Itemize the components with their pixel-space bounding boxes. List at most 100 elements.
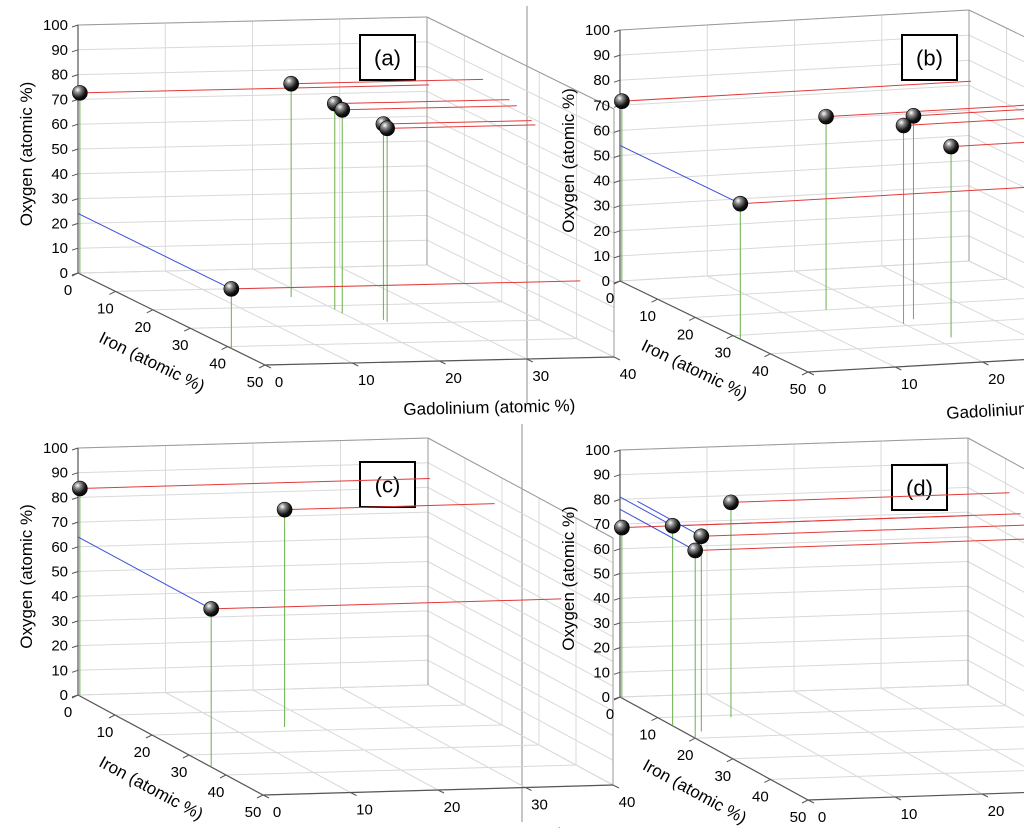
z-tick-label: 20 bbox=[51, 638, 68, 655]
grid-line bbox=[695, 726, 1024, 739]
data-point bbox=[693, 528, 710, 545]
x-tick bbox=[764, 778, 771, 783]
frame-edge bbox=[619, 437, 969, 451]
z-tick-label: 70 bbox=[593, 516, 610, 533]
z-tick-label: 40 bbox=[51, 588, 68, 605]
y-tick-label: 10 bbox=[901, 376, 918, 393]
y-tick bbox=[525, 787, 532, 791]
grid-line bbox=[695, 298, 1024, 318]
z-tick-label: 50 bbox=[593, 148, 610, 165]
z-tick bbox=[71, 595, 79, 599]
x-tick-label: 20 bbox=[677, 747, 694, 764]
grid-line bbox=[770, 770, 1024, 780]
y-tick bbox=[982, 361, 989, 366]
z-tick-label: 20 bbox=[593, 640, 610, 657]
z-tick-label: 80 bbox=[593, 491, 610, 508]
z-tick bbox=[613, 129, 621, 133]
grid-line bbox=[77, 635, 429, 647]
y-tick bbox=[894, 796, 902, 801]
z-tick bbox=[613, 498, 621, 502]
z-tick bbox=[613, 29, 621, 33]
grid-line bbox=[426, 66, 615, 160]
projection-line-back bbox=[77, 536, 212, 610]
x-tick-label: 40 bbox=[752, 363, 769, 380]
data-point bbox=[818, 108, 834, 125]
y-tick-label: 10 bbox=[356, 802, 373, 819]
x-tick-label: 30 bbox=[714, 768, 731, 785]
projection-line-side bbox=[342, 105, 517, 111]
panel-d: 0102030405060708090100010203040500102030… bbox=[559, 437, 1024, 828]
grid-line bbox=[967, 659, 1024, 692]
grid-line bbox=[619, 185, 970, 207]
projection-line-back bbox=[619, 145, 741, 205]
panel-tag-box bbox=[359, 34, 416, 81]
projection-line-side bbox=[387, 124, 536, 129]
z-tick bbox=[71, 123, 79, 127]
z-tick bbox=[613, 180, 621, 184]
z-tick-label: 90 bbox=[51, 42, 68, 59]
grid-line bbox=[968, 210, 1024, 238]
y-tick-label: 0 bbox=[818, 809, 826, 826]
data-point bbox=[223, 281, 240, 297]
grid-line bbox=[165, 270, 353, 364]
z-tick-label: 50 bbox=[51, 141, 68, 158]
grid-line bbox=[968, 235, 1024, 264]
frame-edge bbox=[426, 16, 615, 110]
y-tick bbox=[437, 789, 445, 794]
y-tick bbox=[352, 362, 359, 367]
y-axis-label: Gadolinium (atomic %) bbox=[403, 396, 575, 419]
x-tick bbox=[108, 714, 116, 719]
z-axis-label: Oxygen (atomic %) bbox=[559, 88, 578, 233]
x-tick-label: 20 bbox=[134, 744, 151, 761]
y-tick bbox=[807, 371, 815, 376]
y-tick bbox=[264, 364, 272, 369]
z-tick-label: 100 bbox=[43, 17, 68, 34]
z-tick bbox=[71, 247, 79, 251]
y-tick bbox=[350, 792, 357, 796]
grid-line bbox=[619, 235, 970, 257]
panel-tag-box bbox=[901, 34, 958, 81]
projection-line-side bbox=[284, 503, 495, 511]
z-tick-label: 10 bbox=[593, 248, 610, 265]
x-tick-label: 0 bbox=[64, 704, 72, 721]
grid-line bbox=[77, 239, 428, 249]
panel-tag: (a) bbox=[374, 46, 401, 71]
y-tick-label: 10 bbox=[901, 806, 918, 823]
grid-line bbox=[770, 338, 1024, 355]
z-tick-label: 90 bbox=[51, 465, 68, 482]
x-tick-label: 50 bbox=[247, 374, 264, 391]
x-tick bbox=[726, 335, 734, 340]
z-tick-label: 0 bbox=[60, 265, 68, 282]
projection-line-side bbox=[231, 280, 581, 290]
grid-line bbox=[427, 635, 614, 737]
projection-line-side bbox=[826, 104, 1024, 118]
x-axis-label: Iron (atomic %) bbox=[640, 756, 750, 828]
data-point bbox=[334, 102, 351, 118]
data-point bbox=[723, 494, 739, 511]
grid-line bbox=[252, 689, 439, 791]
z-tick bbox=[71, 546, 79, 550]
z-tick-label: 20 bbox=[593, 223, 610, 240]
data-point bbox=[276, 501, 293, 518]
grid-line bbox=[426, 190, 615, 284]
x-axis-label: Iron (atomic %) bbox=[96, 328, 208, 396]
grid-line bbox=[619, 610, 969, 624]
x-tick bbox=[221, 346, 228, 351]
z-tick bbox=[71, 222, 79, 226]
z-tick bbox=[613, 79, 621, 83]
grid-line bbox=[967, 536, 1024, 569]
grid-line bbox=[619, 536, 969, 550]
x-tick-label: 40 bbox=[208, 784, 225, 801]
x-tick bbox=[146, 309, 154, 314]
z-tick bbox=[71, 173, 79, 177]
grid-line bbox=[427, 610, 614, 712]
x-tick bbox=[219, 774, 227, 779]
z-tick bbox=[613, 205, 621, 209]
z-tick bbox=[71, 571, 79, 574]
x-tick bbox=[256, 794, 264, 799]
z-tick-label: 90 bbox=[593, 47, 610, 64]
frame-edge bbox=[77, 16, 428, 26]
z-tick-label: 100 bbox=[585, 442, 610, 459]
grid-line bbox=[426, 115, 615, 209]
